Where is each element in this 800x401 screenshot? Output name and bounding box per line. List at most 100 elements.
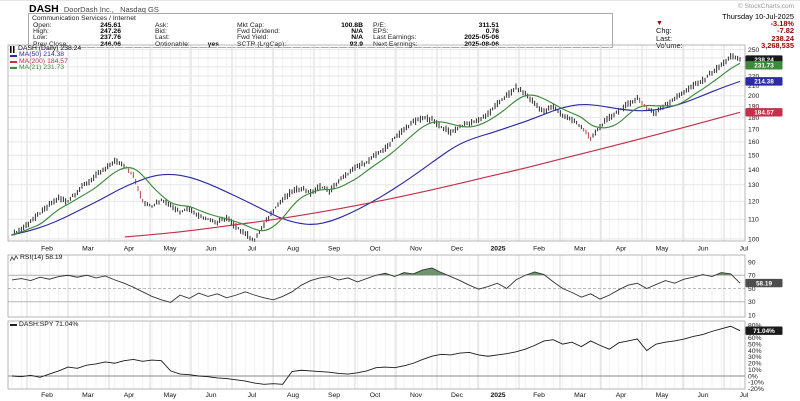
svg-text:130: 130 xyxy=(748,182,760,189)
svg-text:Oct: Oct xyxy=(370,392,381,399)
quote-row: Prev Close: 246.06 xyxy=(33,40,121,48)
svg-text:140: 140 xyxy=(748,167,760,174)
ma-line xyxy=(11,80,741,236)
last-row: Last: 238.24 xyxy=(656,35,794,43)
svg-text:Jul: Jul xyxy=(740,246,749,253)
quote-label: P/E: xyxy=(373,22,386,29)
quote-label: Prev Close: xyxy=(33,40,69,48)
ma50-line-icon xyxy=(10,54,17,57)
quote-row: Optionable: yes xyxy=(155,40,219,48)
svg-text:58.19: 58.19 xyxy=(756,280,772,287)
quote-value: 2025-08-06 xyxy=(464,40,499,48)
svg-text:120: 120 xyxy=(748,199,760,206)
svg-text:Jul: Jul xyxy=(740,392,749,399)
svg-text:190: 190 xyxy=(748,104,760,111)
svg-text:60%: 60% xyxy=(748,335,762,342)
svg-text:200: 200 xyxy=(748,93,760,100)
svg-text:May: May xyxy=(164,246,177,253)
price-legend-value: 238.24 xyxy=(60,45,82,52)
svg-text:10%: 10% xyxy=(748,367,762,374)
quote-value: 237.76 xyxy=(100,34,121,42)
svg-text:May: May xyxy=(656,246,669,253)
svg-text:160: 160 xyxy=(748,139,760,146)
svg-text:210: 210 xyxy=(748,83,760,90)
svg-text:-20%: -20% xyxy=(748,386,764,393)
quote-row: P/E: 311.51 xyxy=(373,22,499,29)
quote-col-prices: Open: 245.61 High: 247.26 Low: 237.76 Prev … xyxy=(33,22,121,48)
svg-text:90: 90 xyxy=(748,259,756,266)
svg-text:231.73: 231.73 xyxy=(754,62,774,69)
ma200-line-icon xyxy=(10,60,17,63)
quote-value: 311.51 xyxy=(478,22,499,29)
quote-label: Last Earnings: xyxy=(373,34,417,42)
quote-label: SCTR (LrgCap): xyxy=(237,40,287,48)
svg-text:100: 100 xyxy=(748,236,760,243)
svg-text:Dec: Dec xyxy=(451,392,464,399)
quote-label: High: xyxy=(33,28,49,36)
svg-text:230: 230 xyxy=(748,64,760,71)
svg-text:Feb: Feb xyxy=(41,246,53,253)
svg-text:Jun: Jun xyxy=(698,392,709,399)
quote-row: Bid: xyxy=(155,28,219,35)
ticker-symbol: DASH xyxy=(29,3,59,15)
quote-change-panel: Thursday 10-Jul-2025 ▼ -3.18% Chg: -7.82… xyxy=(656,12,794,50)
svg-text:70%: 70% xyxy=(748,329,762,336)
quote-row: Open: 245.61 xyxy=(33,22,121,29)
svg-text:Feb: Feb xyxy=(41,392,53,399)
svg-text:Jun: Jun xyxy=(206,392,217,399)
quote-label: Fwd Yield: xyxy=(237,34,269,42)
quote-row: EPS: 0.76 xyxy=(373,28,499,35)
rsi-label: RSI(14) xyxy=(20,254,44,261)
quote-row: Last: xyxy=(155,34,219,41)
svg-text:30: 30 xyxy=(748,299,756,306)
svg-text:Jun: Jun xyxy=(698,246,709,253)
svg-text:30%: 30% xyxy=(748,354,762,361)
quote-value: 245.61 xyxy=(100,22,121,29)
svg-text:70: 70 xyxy=(748,273,756,280)
svg-text:240: 240 xyxy=(748,55,760,62)
quote-row: Next Earnings: 2025-08-06 xyxy=(373,40,499,48)
svg-text:Apr: Apr xyxy=(124,246,135,253)
ma200-legend-row: MA(200) 184.57 xyxy=(10,58,81,65)
exchange-name: Nasdaq GS xyxy=(120,5,159,14)
ma-line xyxy=(124,111,741,238)
svg-text:Jul: Jul xyxy=(248,392,257,399)
quote-label: Ask: xyxy=(155,22,169,29)
svg-text:150: 150 xyxy=(748,152,760,159)
svg-text:20%: 20% xyxy=(748,361,762,368)
quote-row: Fwd Dividend: N/A xyxy=(237,28,363,35)
quote-label: Optionable: xyxy=(155,40,190,48)
svg-text:238.24: 238.24 xyxy=(754,57,774,64)
quote-row: Fwd Yield: N/A xyxy=(237,34,363,42)
svg-text:Mar: Mar xyxy=(574,246,586,253)
quote-col-fundamentals: Mkt Cap: 100.8B Fwd Dividend: N/A Fwd Yiel… xyxy=(237,22,363,48)
svg-text:Jun: Jun xyxy=(206,246,217,253)
quote-value: 100.8B xyxy=(341,22,363,29)
price-legend-label: DASH (Daily) xyxy=(18,45,59,52)
svg-text:Apr: Apr xyxy=(616,392,627,399)
svg-text:May: May xyxy=(656,392,669,399)
svg-text:110: 110 xyxy=(748,217,759,224)
svg-text:Oct: Oct xyxy=(370,246,381,253)
svg-text:0%: 0% xyxy=(748,373,758,380)
ma-line xyxy=(11,62,741,236)
ma21-legend-row: MA(21) 231.73 xyxy=(10,64,81,71)
svg-text:170: 170 xyxy=(748,127,760,134)
quote-row: High: 247.26 xyxy=(33,28,121,36)
company-name: DoorDash Inc., xyxy=(63,5,114,14)
svg-text:May: May xyxy=(164,392,177,399)
percent-change: -3.18% xyxy=(770,18,794,28)
copyright-link[interactable]: © StockCharts.com xyxy=(737,3,794,10)
svg-text:180: 180 xyxy=(748,115,760,122)
quote-value: 92.9 xyxy=(349,40,363,48)
ma21-line-icon xyxy=(10,67,17,70)
quote-info-box: Communication Services / Internet Open: 2… xyxy=(28,13,613,48)
rsi-value: 58.19 xyxy=(45,254,63,261)
svg-text:Sep: Sep xyxy=(328,246,340,253)
svg-text:Mar: Mar xyxy=(574,392,586,399)
svg-text:40%: 40% xyxy=(748,348,762,355)
svg-text:Apr: Apr xyxy=(616,246,627,253)
last-label: Last: xyxy=(656,33,673,43)
svg-text:Apr: Apr xyxy=(124,392,135,399)
svg-text:220: 220 xyxy=(748,73,760,80)
